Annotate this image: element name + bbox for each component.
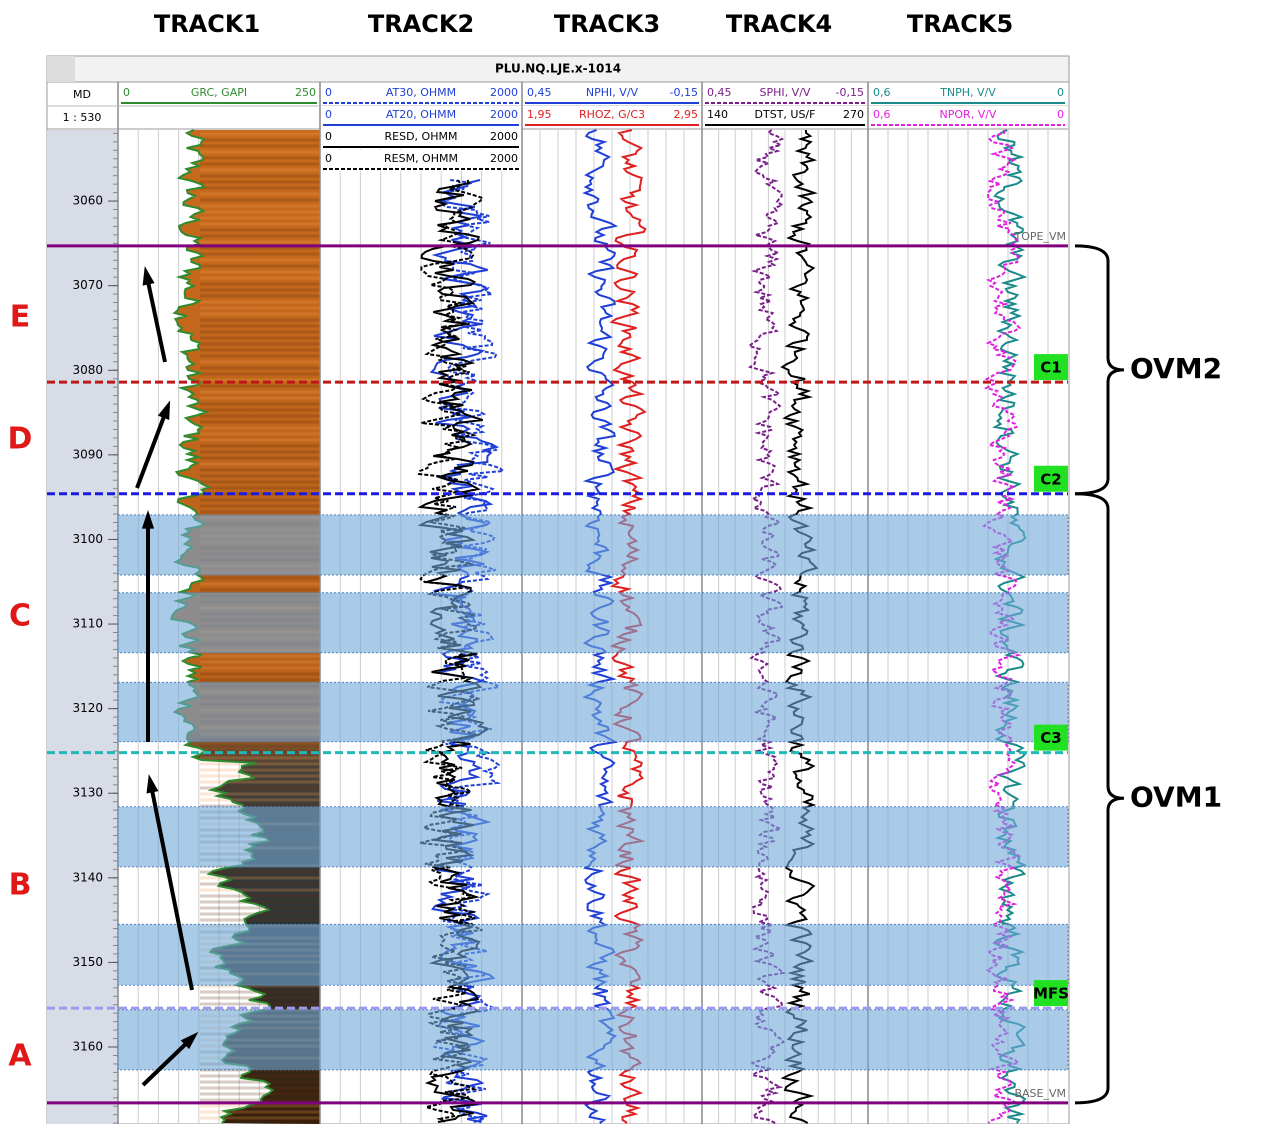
curve-max: 2000 [490, 86, 518, 99]
curve-name: AT30, OHMM [386, 86, 456, 99]
curve-min: 140 [707, 108, 728, 121]
track-title: TRACK5 [907, 10, 1013, 38]
curve-name: SPHI, V/V [760, 86, 811, 99]
depth-tick-label: 3060 [72, 194, 103, 208]
curve-max: 0 [1057, 86, 1064, 99]
curve-min: 0,45 [527, 86, 552, 99]
curve-min: 0 [325, 152, 332, 165]
marker-label: BASE_VM [1014, 1087, 1066, 1100]
well-log-panel: TRACK1 TRACK2 TRACK3 TRACK4 TRACK5 PLU.NQ.LJE… [0, 0, 1271, 1124]
formation-label: OVM2 [1130, 352, 1222, 385]
depth-tick-label: 3080 [72, 363, 103, 377]
interval [118, 515, 1068, 575]
curve-min: 0 [325, 130, 332, 143]
zone-letter: A [8, 1039, 32, 1074]
curve-name: RESM, OHMM [384, 152, 458, 165]
formation-label: OVM1 [1130, 780, 1222, 813]
interval [118, 807, 1068, 867]
depth-label: MD [73, 88, 91, 101]
scale-label: 1 : 530 [63, 111, 102, 124]
curve-name: RHOZ, G/C3 [579, 108, 645, 121]
curve-name: DTST, US/F [755, 108, 816, 121]
interval [118, 1010, 1068, 1070]
depth-tick-label: 3100 [72, 532, 103, 546]
zone-letter: B [9, 868, 32, 903]
depth-tick-label: 3160 [72, 1040, 103, 1054]
depth-tick-label: 3070 [72, 278, 103, 292]
depth-tick-label: 3130 [72, 786, 103, 800]
formation-bracket [1075, 246, 1124, 494]
curve-min: 0,6 [873, 108, 891, 121]
curve-min: 0 [325, 86, 332, 99]
zone-letter: C [9, 599, 31, 634]
curve-max: 2000 [490, 130, 518, 143]
curve-max: 270 [843, 108, 864, 121]
track-title: TRACK3 [554, 10, 660, 38]
curve-max: -0,15 [836, 86, 864, 99]
marker-label: C2 [1040, 470, 1061, 488]
curve-max: 2000 [490, 152, 518, 165]
curve-name: TNPH, V/V [939, 86, 996, 99]
curve-name: RESD, OHMM [385, 130, 458, 143]
curve-max: 2000 [490, 108, 518, 121]
icon[interactable] [47, 56, 75, 82]
curve-min: 0 [325, 108, 332, 121]
interval [118, 593, 1068, 653]
zone-letter: E [10, 300, 31, 335]
marker-label: C3 [1040, 729, 1061, 747]
depth-tick-label: 3110 [72, 617, 103, 631]
zone-letter: D [8, 422, 33, 457]
formation-bracket [1075, 494, 1124, 1103]
marker-label: C1 [1040, 359, 1061, 377]
curve-name: NPHI, V/V [586, 86, 639, 99]
log-title: PLU.NQ.LJE.x-1014 [495, 62, 621, 76]
track-title: TRACK2 [368, 10, 474, 38]
depth-tick-label: 3150 [72, 955, 103, 969]
interval [118, 682, 1068, 741]
curve-name: NPOR, V/V [940, 108, 997, 121]
depth-tick-label: 3120 [72, 701, 103, 715]
marker-label: MFS [1033, 985, 1069, 1003]
interval [118, 924, 1068, 985]
marker-label: TOPE_VM [1014, 230, 1066, 243]
track-title: TRACK1 [154, 10, 260, 38]
curve-min: 0 [123, 86, 130, 99]
curve-min: 0,6 [873, 86, 891, 99]
curve-max: 2,95 [674, 108, 699, 121]
curve-max: -0,15 [670, 86, 698, 99]
depth-tick-label: 3140 [72, 870, 103, 884]
track-title: TRACK4 [726, 10, 832, 38]
curve-max: 0 [1057, 108, 1064, 121]
depth-tick-label: 3090 [72, 447, 103, 461]
curve-name: GRC, GAPI [191, 86, 247, 99]
curve-max: 250 [295, 86, 316, 99]
curve-min: 0,45 [707, 86, 732, 99]
curve-name: AT20, OHMM [386, 108, 456, 121]
curve-min: 1,95 [527, 108, 552, 121]
